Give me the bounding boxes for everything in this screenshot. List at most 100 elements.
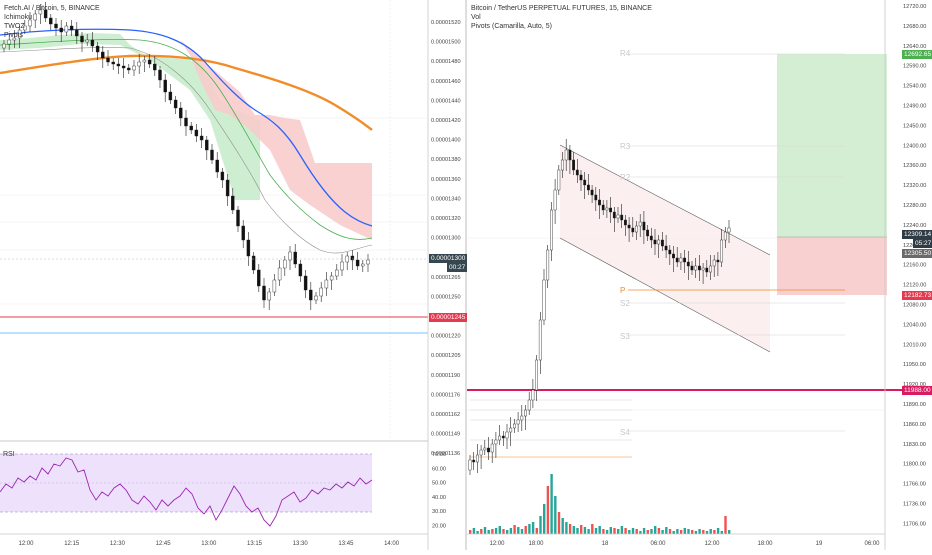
right-legend-symbol[interactable]: Bitcoin / TetherUS PERPETUAL FUTURES, 15… [471,5,652,12]
volume-bar [550,474,553,534]
volume-bar [480,529,483,534]
candle-body [657,239,661,245]
candle-body [583,179,587,186]
left-time-tick: 14:00 [384,541,400,547]
candle-body [579,174,583,181]
candle-body [54,23,58,29]
left-legend-ichimoku[interactable]: Ichimoku [4,14,33,21]
volume-bar [568,524,572,534]
candle-body [664,245,668,251]
left-current-price-tag: 0.00001300 [429,254,468,263]
right-price-tick: 12360.00 [903,163,926,169]
right-current-price-tag: 12309.14 [902,230,932,239]
right-time-tick: 19 [816,541,823,547]
volume-bar [665,527,668,534]
right-legend[interactable]: Bitcoin / TetherUS PERPETUAL FUTURES, 15… [471,4,652,31]
right-price-tick: 12540.00 [903,84,926,90]
rsi-tick: 60.00 [432,466,446,472]
volume-bar [572,526,575,534]
volume-bar [591,524,594,534]
left-legend-symbol[interactable]: Fetch.AI / Bitcoin, 5, BINANCE [4,5,100,12]
candle-body [142,59,147,63]
candle-body [59,27,63,33]
left-candlesticks [2,2,370,310]
volume-bar [491,529,494,534]
volume-bar [635,529,638,534]
right-price-chart[interactable]: R4 R3 R2 P S2 S3 S4 [467,0,932,534]
right-price-tick: 12450.00 [903,123,926,129]
candle-body [672,253,675,259]
right-price-axis[interactable]: 12720.00 12680.00 12640.00 12590.00 12540.00… [884,0,926,550]
candle-body [158,69,162,81]
candle-body [646,229,650,237]
candle-body [116,63,121,67]
candle-body [709,265,712,273]
volume-bar [705,531,709,534]
candle-body [225,179,230,197]
right-legend-pivots[interactable]: Pivots (Camarilla, Auto, 5) [471,23,552,30]
right-price-tick: 12320.00 [903,183,926,189]
rsi-line [0,457,373,527]
candle-body [720,239,724,263]
volume-bar [724,516,727,534]
left-legend-pivots[interactable]: Pivots [4,32,24,39]
volume-bar [661,530,664,534]
candle-body [127,67,131,71]
left-price-chart[interactable] [0,0,428,440]
right-legend-vol[interactable]: Vol [471,14,481,21]
candle-body [95,45,100,53]
candle-body [468,459,472,471]
volume-bar [524,526,527,534]
rsi-pane[interactable]: 70.00 60.00 50.00 40.00 30.00 20.00 [0,440,446,530]
right-price-tick: 12680.00 [903,24,926,30]
left-price-tick: 0.00001440 [431,98,461,104]
volume-bar [576,528,579,534]
right-time-tick: 06:00 [650,541,666,547]
right-time-tick: 12:00 [489,541,505,547]
rsi-legend[interactable]: RSI [3,451,15,458]
volume-bar [528,524,531,534]
candle-body [355,259,360,267]
volume-bar [506,530,509,534]
candle-body [262,285,266,301]
volume-bar [487,530,490,534]
volume-bar [646,530,649,534]
left-time-axis[interactable]: 12:00 12:15 12:30 12:45 13:00 13:15 13:30 13:45… [0,533,428,547]
volume-bar [631,528,635,534]
candle-body [690,265,694,271]
candle-body [505,431,509,439]
right-price-tick: 12490.00 [903,104,926,110]
left-price-tick: 0.00001220 [431,334,461,340]
candle-body [267,291,271,301]
left-legend[interactable]: Fetch.AI / Bitcoin, 5, BINANCE Ichimoku … [4,4,100,40]
candle-body [215,159,219,173]
volume-bar [657,528,661,534]
right-time-axis[interactable]: 12:00 18:00 18 06:00 12:00 18:00 19 06:00 [467,533,885,547]
left-time-tick: 13:15 [247,541,263,547]
candle-body [727,227,731,233]
left-price-tick: 0.00001176 [431,392,460,398]
right-price-tick: 12120.00 [903,283,926,289]
pivot-label-r2: R2 [620,173,631,182]
candle-body [288,251,292,261]
candle-body [329,275,334,281]
candle-body [620,214,624,221]
ichimoku-cloud-green [0,33,260,200]
right-price-tick: 11950.00 [903,362,926,368]
candle-body [309,289,313,301]
candle-body [601,204,605,211]
right-price-tick: 11736.00 [903,502,926,508]
volume-bar [561,518,564,534]
candle-body [314,295,318,301]
candle-body [546,249,550,281]
volume-bar [469,530,472,534]
volume-bar [672,531,675,534]
left-price-tick: 0.00001360 [431,177,461,183]
left-price-tick: 0.00001250 [431,294,461,300]
volume-bar [513,525,516,534]
left-legend-twoz[interactable]: TWOZ [4,23,25,30]
pivot-label-s2: S2 [620,299,630,308]
candle-body [38,9,43,15]
rsi-tick: 50.00 [432,481,446,487]
